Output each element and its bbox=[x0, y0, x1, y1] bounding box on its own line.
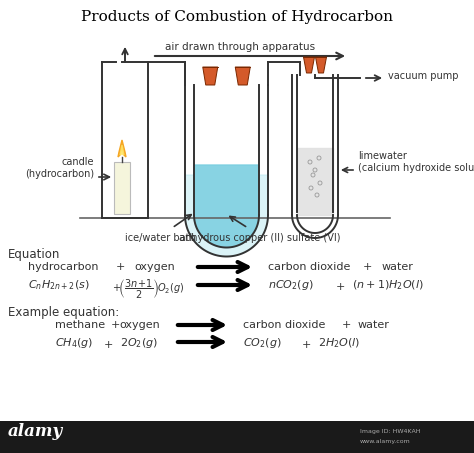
Text: Products of Combustion of Hydrocarbon: Products of Combustion of Hydrocarbon bbox=[81, 10, 393, 24]
Text: methane: methane bbox=[55, 320, 105, 330]
Polygon shape bbox=[235, 67, 250, 85]
Text: +: + bbox=[103, 340, 113, 350]
Polygon shape bbox=[194, 165, 259, 247]
Text: oxygen: oxygen bbox=[119, 320, 160, 330]
Text: $C_nH_{2n+2}(s)$: $C_nH_{2n+2}(s)$ bbox=[28, 278, 90, 292]
Text: $CO_2(g)$: $CO_2(g)$ bbox=[243, 336, 282, 350]
Text: Example equation:: Example equation: bbox=[8, 306, 119, 319]
Text: vacuum pump: vacuum pump bbox=[388, 71, 458, 81]
Text: Equation: Equation bbox=[8, 248, 60, 261]
Bar bbox=[114, 162, 130, 214]
Text: +: + bbox=[110, 320, 120, 330]
Text: www.alamy.com: www.alamy.com bbox=[360, 439, 411, 443]
Text: candle
(hydrocarbon): candle (hydrocarbon) bbox=[25, 157, 94, 179]
Text: $CH_4(g)$: $CH_4(g)$ bbox=[55, 336, 93, 350]
Text: $nCO_2(g)$: $nCO_2(g)$ bbox=[268, 278, 314, 292]
Text: limewater
(calcium hydroxide solution): limewater (calcium hydroxide solution) bbox=[358, 151, 474, 173]
Polygon shape bbox=[203, 67, 218, 85]
Text: water: water bbox=[358, 320, 390, 330]
Text: ice/water bath: ice/water bath bbox=[125, 233, 195, 243]
Text: $2H_2O(l)$: $2H_2O(l)$ bbox=[318, 336, 360, 350]
Text: +: + bbox=[341, 320, 351, 330]
Text: carbon dioxide: carbon dioxide bbox=[268, 262, 350, 272]
Text: +: + bbox=[115, 262, 125, 272]
Text: hydrocarbon: hydrocarbon bbox=[28, 262, 99, 272]
Text: Image ID: HW4KAH: Image ID: HW4KAH bbox=[360, 429, 420, 434]
Polygon shape bbox=[316, 57, 327, 73]
Polygon shape bbox=[303, 57, 315, 73]
Text: anhydrous copper (II) sulfate (VI): anhydrous copper (II) sulfate (VI) bbox=[179, 233, 341, 243]
Polygon shape bbox=[120, 145, 124, 155]
Text: $+\!\left(\dfrac{3n\!+\!1}{2}\right)\!O_2(g)$: $+\!\left(\dfrac{3n\!+\!1}{2}\right)\!O_… bbox=[112, 278, 184, 301]
Text: oxygen: oxygen bbox=[135, 262, 175, 272]
Text: +: + bbox=[335, 282, 345, 292]
Text: $2O_2(g)$: $2O_2(g)$ bbox=[120, 336, 158, 350]
Text: air drawn through apparatus: air drawn through apparatus bbox=[165, 42, 315, 52]
Text: +: + bbox=[301, 340, 310, 350]
Text: water: water bbox=[382, 262, 414, 272]
Text: +: + bbox=[362, 262, 372, 272]
Text: carbon dioxide: carbon dioxide bbox=[243, 320, 325, 330]
Text: alamy: alamy bbox=[8, 423, 63, 439]
Bar bbox=[0, 421, 474, 453]
Text: $(n+1)H_2O(l)$: $(n+1)H_2O(l)$ bbox=[352, 278, 424, 292]
Polygon shape bbox=[118, 140, 126, 157]
Polygon shape bbox=[185, 175, 268, 256]
